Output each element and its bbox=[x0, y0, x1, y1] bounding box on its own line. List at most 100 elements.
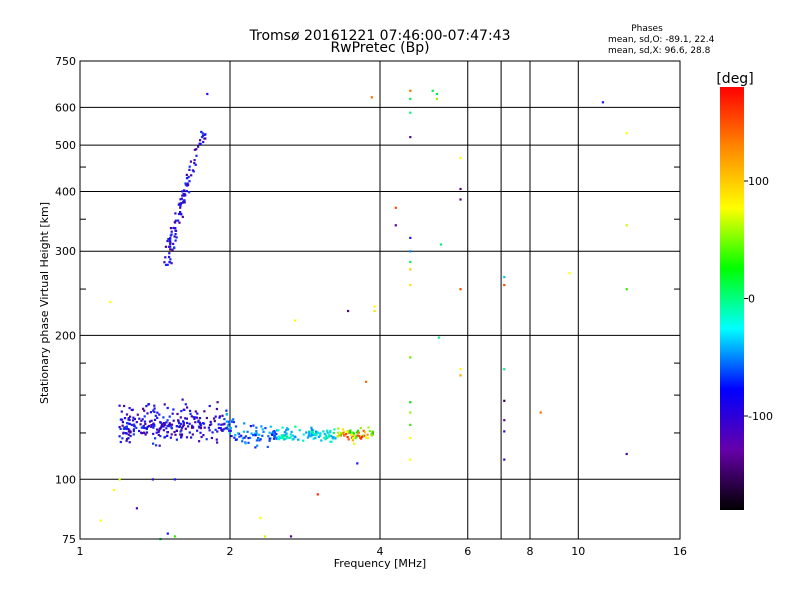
data-point bbox=[275, 437, 278, 440]
data-point bbox=[170, 423, 174, 426]
data-point bbox=[170, 262, 173, 265]
data-point bbox=[109, 300, 112, 304]
data-point bbox=[503, 430, 506, 433]
data-point bbox=[346, 431, 349, 434]
data-point bbox=[187, 175, 190, 178]
data-point bbox=[409, 411, 412, 414]
data-point bbox=[218, 415, 222, 418]
y-tick-label: 600 bbox=[55, 101, 76, 114]
data-point bbox=[121, 421, 124, 424]
data-point bbox=[166, 239, 169, 243]
data-point bbox=[226, 424, 230, 427]
data-point bbox=[194, 421, 197, 424]
data-point bbox=[172, 408, 175, 411]
data-point bbox=[503, 419, 506, 422]
data-point bbox=[241, 440, 244, 443]
data-points bbox=[99, 89, 628, 541]
data-point bbox=[173, 535, 176, 538]
data-point bbox=[133, 425, 136, 428]
data-point bbox=[437, 336, 440, 339]
data-point bbox=[146, 412, 149, 415]
data-point bbox=[184, 417, 187, 420]
data-point bbox=[351, 439, 354, 442]
data-point bbox=[459, 374, 462, 377]
data-point bbox=[210, 436, 213, 440]
data-point bbox=[175, 438, 178, 441]
data-point bbox=[169, 245, 172, 248]
data-point bbox=[140, 419, 143, 422]
data-point bbox=[247, 437, 250, 440]
data-point bbox=[132, 433, 135, 436]
data-point bbox=[275, 432, 278, 436]
data-point bbox=[165, 427, 168, 430]
data-point bbox=[409, 423, 412, 426]
data-point bbox=[319, 434, 322, 437]
data-point bbox=[152, 442, 155, 445]
data-point bbox=[164, 263, 168, 266]
data-point bbox=[230, 420, 234, 423]
data-point bbox=[343, 434, 346, 437]
data-point bbox=[179, 198, 182, 201]
data-point bbox=[185, 436, 189, 439]
x-tick-label: 16 bbox=[673, 545, 687, 558]
y-tick-label: 100 bbox=[55, 473, 76, 486]
data-point bbox=[247, 441, 250, 444]
data-point bbox=[355, 431, 359, 434]
data-point bbox=[121, 437, 124, 440]
data-point bbox=[156, 428, 159, 431]
data-point bbox=[503, 368, 506, 371]
data-point bbox=[127, 417, 130, 420]
data-point bbox=[409, 89, 412, 92]
data-point bbox=[169, 237, 172, 240]
data-point bbox=[625, 452, 628, 456]
data-point bbox=[119, 427, 122, 430]
data-point bbox=[201, 134, 205, 137]
data-point bbox=[229, 427, 232, 430]
data-point bbox=[280, 434, 283, 437]
data-point bbox=[459, 157, 462, 160]
data-point bbox=[238, 435, 241, 438]
data-point bbox=[152, 409, 155, 412]
data-point bbox=[203, 410, 206, 413]
data-point bbox=[192, 416, 195, 419]
data-point bbox=[180, 212, 183, 215]
data-point bbox=[277, 438, 280, 441]
data-point bbox=[268, 431, 271, 434]
data-point bbox=[166, 431, 169, 434]
data-point bbox=[345, 433, 348, 436]
data-point bbox=[258, 439, 261, 442]
data-point bbox=[202, 422, 205, 425]
data-point bbox=[175, 425, 178, 428]
data-point bbox=[625, 132, 628, 135]
data-point bbox=[177, 419, 180, 422]
data-point bbox=[568, 272, 571, 275]
data-point bbox=[154, 437, 157, 440]
data-point bbox=[122, 432, 125, 435]
data-point bbox=[409, 268, 412, 271]
data-point bbox=[144, 427, 147, 430]
data-point bbox=[127, 433, 130, 436]
data-point bbox=[333, 436, 336, 439]
data-point bbox=[157, 433, 160, 436]
data-point bbox=[169, 243, 172, 246]
colorbar-gradient bbox=[720, 87, 744, 510]
data-point bbox=[211, 431, 214, 434]
data-point bbox=[324, 438, 327, 441]
data-point bbox=[435, 97, 438, 100]
data-point bbox=[163, 403, 166, 406]
data-point bbox=[196, 412, 199, 415]
data-point bbox=[143, 409, 146, 412]
data-point bbox=[188, 431, 191, 434]
data-point bbox=[216, 401, 219, 404]
data-point bbox=[240, 434, 243, 437]
data-point bbox=[147, 424, 150, 428]
data-point bbox=[314, 436, 317, 440]
data-point bbox=[123, 404, 126, 408]
data-point bbox=[435, 92, 438, 96]
data-point bbox=[228, 431, 231, 435]
data-point bbox=[128, 418, 131, 422]
data-point bbox=[601, 101, 604, 104]
data-point bbox=[158, 413, 161, 416]
data-point bbox=[271, 433, 274, 436]
y-tick-label: 75 bbox=[62, 533, 76, 546]
